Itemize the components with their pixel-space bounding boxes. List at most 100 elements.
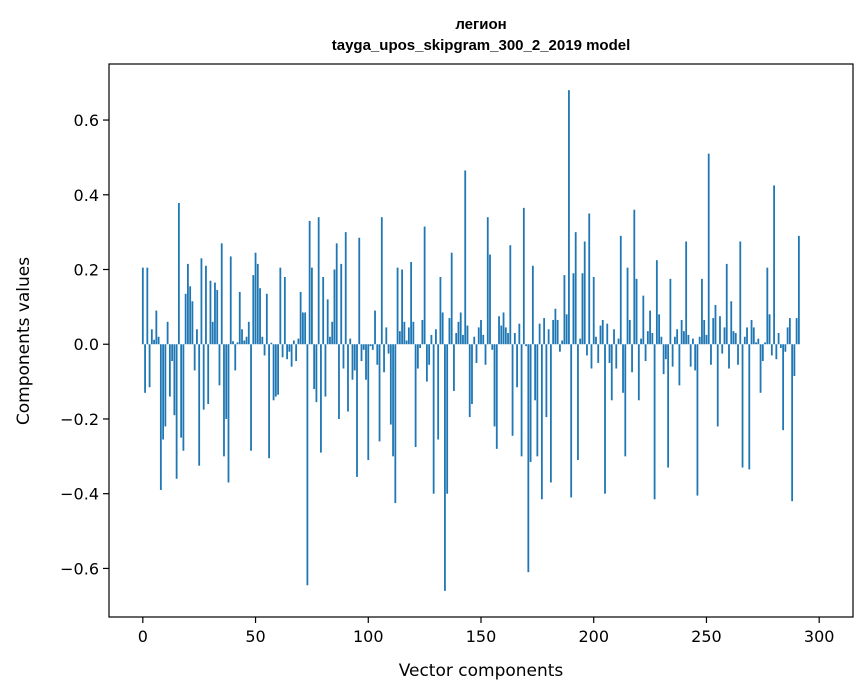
bar [540, 344, 543, 500]
bar [678, 344, 681, 386]
bar [473, 336, 476, 345]
bar [430, 334, 433, 345]
bar [254, 252, 257, 345]
bar [628, 319, 631, 345]
bar [543, 318, 546, 345]
bar [493, 344, 496, 427]
bar [218, 344, 221, 386]
bar [703, 319, 706, 345]
y-axis-label: Components values [14, 257, 34, 425]
bar [435, 329, 437, 345]
bar [234, 344, 237, 371]
bar [446, 344, 449, 494]
bar [538, 323, 541, 345]
bar [610, 344, 613, 401]
bar [292, 340, 295, 345]
bar [353, 344, 356, 371]
bar [207, 344, 210, 405]
bar [651, 333, 654, 345]
bar-series [141, 90, 800, 591]
y-tick-label: 0.6 [74, 111, 99, 130]
bar [793, 344, 796, 376]
bar [394, 344, 397, 504]
bar [189, 286, 192, 345]
bar [477, 327, 480, 345]
bar [247, 321, 250, 345]
bar [489, 254, 491, 345]
bar [171, 344, 174, 362]
bar [552, 319, 555, 345]
bar [367, 344, 370, 461]
bar [712, 318, 715, 345]
bar [507, 333, 509, 345]
bar [739, 241, 742, 345]
bar [563, 275, 566, 345]
bar [211, 321, 214, 345]
bar [252, 275, 255, 345]
bar [784, 344, 787, 352]
bar [655, 260, 658, 345]
bar [333, 269, 336, 345]
x-tick-label: 300 [804, 627, 835, 646]
bar [338, 344, 340, 419]
bar [770, 344, 773, 356]
bar [734, 333, 737, 345]
bar [288, 344, 291, 352]
bar [764, 342, 766, 345]
bar [441, 312, 444, 345]
bar [737, 344, 739, 365]
bar [536, 344, 539, 457]
bar [502, 312, 505, 345]
bar [766, 267, 769, 345]
x-tick-label: 150 [466, 627, 497, 646]
bar [344, 232, 347, 345]
bar [263, 344, 266, 356]
bar [259, 288, 261, 345]
bar [531, 265, 534, 345]
bar [410, 262, 413, 345]
bar [227, 344, 230, 483]
bar [775, 344, 778, 360]
bar [455, 333, 458, 345]
bar [495, 344, 498, 449]
bar [369, 344, 372, 347]
bar [371, 344, 374, 350]
bar [313, 344, 316, 390]
bar [664, 344, 667, 360]
x-tick-label: 50 [245, 627, 265, 646]
bar [635, 278, 638, 345]
bar [320, 344, 322, 453]
bar [265, 293, 268, 345]
bar [482, 334, 485, 345]
bar [513, 333, 516, 345]
bar [529, 344, 532, 462]
bar [466, 325, 469, 345]
bar [146, 267, 149, 345]
x-tick-label: 0 [138, 627, 148, 646]
bar [283, 276, 286, 345]
bar [315, 344, 318, 403]
bar [673, 336, 676, 345]
bar [340, 263, 343, 345]
bar [590, 344, 593, 369]
bar [707, 153, 710, 345]
bar [504, 327, 507, 345]
bar [439, 276, 442, 345]
bar [705, 334, 708, 345]
bar [721, 344, 724, 354]
bar [741, 344, 744, 468]
bar [407, 327, 410, 345]
bar [732, 331, 735, 345]
bar [238, 291, 241, 345]
bar [277, 344, 279, 395]
bar [232, 341, 234, 345]
bar [527, 344, 530, 573]
bar [459, 312, 462, 345]
bar [518, 323, 521, 345]
bar [250, 344, 252, 451]
bar [617, 338, 620, 345]
bar [214, 282, 216, 345]
bar [286, 344, 289, 360]
bar [342, 344, 345, 369]
bar [662, 344, 665, 375]
